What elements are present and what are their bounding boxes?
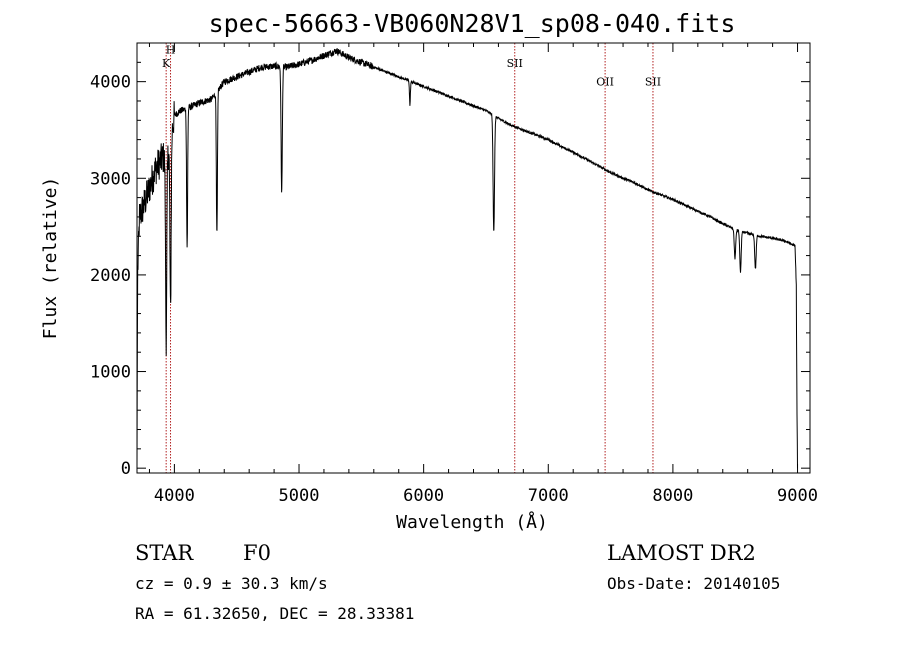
reference-line-label: OII xyxy=(596,76,614,89)
y-axis-ticks: 0 1000 2000 3000 4000 xyxy=(90,42,810,479)
y-tick-label: 3000 xyxy=(90,169,131,189)
y-tick-label: 4000 xyxy=(90,73,131,93)
object-subclass: F0 xyxy=(243,541,271,565)
x-tick-label: 5000 xyxy=(279,486,320,506)
reference-lines: KH SII OII SII xyxy=(162,43,661,473)
plot-frame xyxy=(136,42,811,474)
y-tick-label: 1000 xyxy=(90,363,131,383)
reference-line-label: K xyxy=(162,57,171,70)
x-tick-label: 8000 xyxy=(652,486,693,506)
spectrum-line xyxy=(136,48,798,469)
chart-title: spec-56663-VB060N28V1_sp08-040.fits xyxy=(209,9,736,38)
reference-line-label: SII xyxy=(507,57,523,70)
x-tick-label: 4000 xyxy=(154,486,195,506)
obs-date-text: Obs-Date: 20140105 xyxy=(607,574,780,593)
coords-text: RA = 61.32650, DEC = 28.33381 xyxy=(135,604,414,623)
y-axis-label: Flux (relative) xyxy=(40,177,61,340)
y-tick-label: 0 xyxy=(121,459,131,479)
y-tick-label: 2000 xyxy=(90,266,131,286)
x-tick-label: 9000 xyxy=(777,486,818,506)
redshift-text: cz = 0.9 ± 30.3 km/s xyxy=(135,574,328,593)
survey-label: LAMOST DR2 xyxy=(607,541,756,565)
reference-line-label: SII xyxy=(645,76,661,89)
x-axis-label: Wavelength (Å) xyxy=(396,511,548,533)
object-class: STAR xyxy=(135,541,194,565)
x-axis-ticks: 4000 5000 6000 7000 8000 9000 xyxy=(148,43,818,506)
x-tick-label: 7000 xyxy=(528,486,569,506)
x-tick-label: 6000 xyxy=(403,486,444,506)
reference-line-label: H xyxy=(166,44,176,57)
